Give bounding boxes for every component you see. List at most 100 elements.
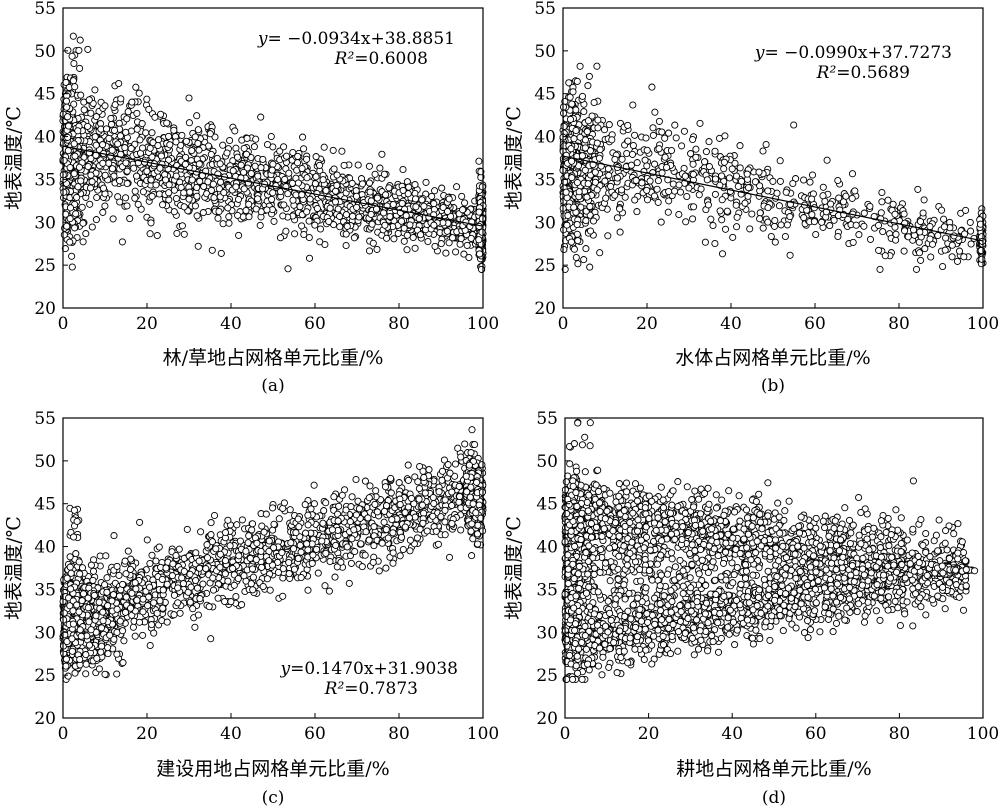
- data-point: [208, 246, 216, 254]
- data-point: [608, 136, 616, 144]
- data-point: [718, 172, 726, 180]
- data-point: [281, 175, 289, 183]
- data-point: [927, 253, 935, 261]
- data-point: [721, 132, 729, 140]
- data-point: [649, 131, 657, 139]
- data-point: [301, 501, 309, 509]
- data-point: [921, 245, 929, 253]
- data-point: [64, 672, 72, 680]
- data-point: [352, 192, 361, 200]
- data-point: [689, 170, 697, 178]
- data-point: [689, 215, 697, 223]
- data-point: [105, 159, 113, 167]
- data-point: [68, 52, 76, 60]
- data-point: [280, 201, 288, 209]
- data-point: [400, 224, 408, 232]
- data-point: [219, 220, 227, 228]
- data-point: [188, 176, 196, 184]
- data-point: [624, 137, 632, 145]
- data-point: [312, 173, 320, 181]
- data-point: [77, 177, 85, 185]
- data-point: [293, 159, 302, 167]
- data-point: [478, 228, 486, 236]
- data-point: [113, 650, 121, 658]
- data-point: [68, 263, 76, 271]
- data-point: [165, 181, 173, 189]
- data-point: [456, 240, 464, 248]
- data-point: [705, 162, 713, 171]
- data-point: [657, 218, 665, 226]
- data-point: [649, 124, 657, 132]
- data-point: [818, 218, 826, 226]
- data-point: [82, 651, 90, 659]
- data-point: [786, 251, 794, 259]
- data-point: [127, 144, 135, 153]
- data-point: [826, 222, 834, 230]
- data-point: [60, 231, 68, 239]
- data-point: [454, 444, 462, 452]
- data-point: [584, 82, 592, 90]
- data-point: [172, 172, 180, 180]
- data-point: [358, 180, 367, 188]
- data-point: [355, 213, 363, 221]
- data-point: [371, 170, 379, 178]
- data-point: [75, 558, 83, 566]
- data-point: [256, 221, 264, 229]
- data-point: [593, 62, 601, 70]
- data-point: [400, 237, 408, 245]
- data-point: [590, 98, 598, 107]
- data-point: [240, 185, 248, 193]
- data-point: [594, 124, 602, 132]
- data-point: [705, 138, 713, 146]
- data-point: [114, 140, 122, 148]
- y-tick-label: 25: [34, 256, 56, 276]
- data-point: [182, 137, 190, 145]
- data-point: [214, 214, 222, 222]
- panel-label: (b): [761, 376, 785, 396]
- data-point: [247, 169, 255, 178]
- data-point: [402, 212, 410, 220]
- data-point: [85, 96, 93, 104]
- data-point: [76, 64, 84, 72]
- data-point: [580, 108, 588, 116]
- data-point: [607, 182, 615, 190]
- data-point: [851, 187, 859, 195]
- data-point: [320, 507, 328, 515]
- data-point: [389, 200, 397, 209]
- data-point: [591, 178, 599, 186]
- data-point: [191, 133, 199, 141]
- data-point: [915, 249, 924, 257]
- y-tick-label: 30: [34, 213, 56, 233]
- data-point: [919, 209, 927, 217]
- data-point: [334, 205, 342, 213]
- y-tick-label: 45: [534, 85, 556, 105]
- data-point: [658, 128, 666, 136]
- data-point: [800, 176, 808, 184]
- data-point: [72, 210, 80, 218]
- data-point: [130, 164, 138, 172]
- data-point: [338, 147, 346, 155]
- data-point: [978, 237, 986, 245]
- data-point: [82, 670, 90, 678]
- data-point: [948, 253, 956, 261]
- data-point: [215, 207, 223, 216]
- data-point: [675, 181, 683, 189]
- data-point: [233, 153, 242, 161]
- data-point: [173, 229, 181, 237]
- data-point: [257, 164, 265, 172]
- data-point: [122, 159, 130, 167]
- data-point: [235, 231, 243, 239]
- data-point: [133, 125, 141, 133]
- data-point: [405, 183, 413, 191]
- data-point: [834, 176, 842, 185]
- data-point: [628, 150, 637, 158]
- data-point: [744, 184, 753, 192]
- data-point: [443, 227, 451, 235]
- data-point: [182, 153, 190, 161]
- data-point: [583, 128, 591, 136]
- data-point: [460, 250, 468, 258]
- data-point: [920, 196, 928, 204]
- data-point: [93, 654, 101, 662]
- data-point: [77, 91, 85, 99]
